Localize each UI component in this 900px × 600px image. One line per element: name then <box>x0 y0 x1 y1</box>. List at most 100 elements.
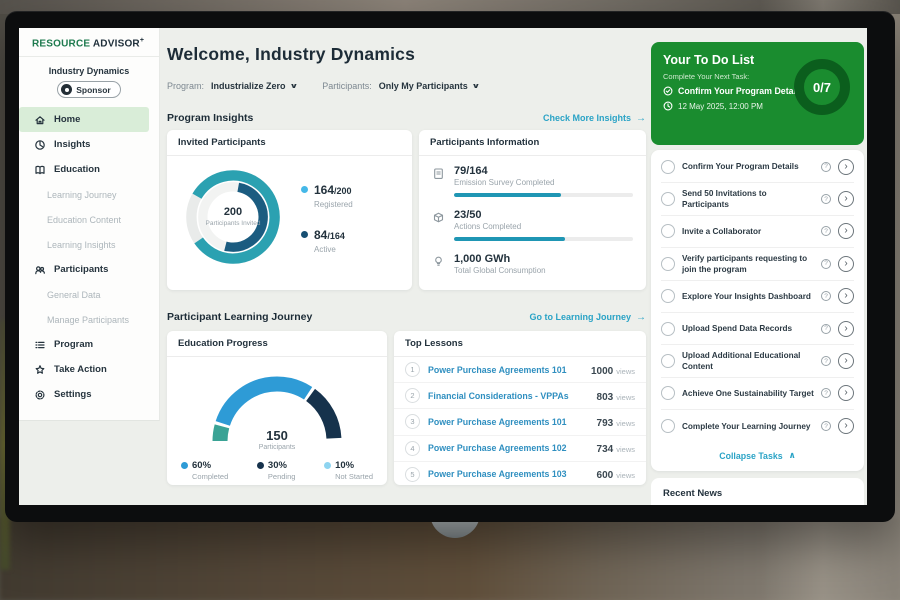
survey-clipboard-icon <box>432 167 445 180</box>
task-row[interactable]: Explore Your Insights Dashboard ? › <box>661 281 854 313</box>
task-row[interactable]: Send 50 Invitations to Participants ? › <box>661 183 854 215</box>
invited-participants-card: Invited Participants 200 Participants In… <box>167 130 412 290</box>
chevron-right-icon[interactable]: › <box>838 256 854 272</box>
sidebar-item-settings[interactable]: Settings <box>19 382 159 407</box>
lesson-row: 4 Power Purchase Agreements 102 734views <box>394 436 646 462</box>
sidebar-item-education-content[interactable]: Education Content <box>19 207 159 232</box>
todo-task-list: Confirm Your Program Details ? › Send 50… <box>651 150 864 471</box>
info-icon[interactable]: ? <box>821 421 831 431</box>
sidebar-item-label: Participants <box>54 264 108 275</box>
sidebar-item-label: Manage Participants <box>47 315 129 325</box>
legend-bullet <box>301 186 308 193</box>
task-row[interactable]: Verify participants requesting to join t… <box>661 248 854 280</box>
sidebar-item-home[interactable]: Home <box>19 107 149 132</box>
legend-item-pending: 30% Pending <box>257 460 296 481</box>
info-icon[interactable]: ? <box>821 291 831 301</box>
sidebar-item-label: Home <box>54 114 80 125</box>
task-checkbox[interactable] <box>661 419 675 433</box>
app-logo: RESOURCE ADVISOR+ <box>19 28 159 57</box>
todo-summary-card: Your To Do List Complete Your Next Task:… <box>651 42 864 145</box>
lesson-link[interactable]: Power Purchase Agreements 101 <box>428 365 591 375</box>
collapse-tasks-link[interactable]: Collapse Tasks ∧ <box>661 443 854 469</box>
task-checkbox[interactable] <box>661 160 675 174</box>
info-icon[interactable]: ? <box>821 324 831 334</box>
check-more-insights-link[interactable]: Check More Insights → <box>543 113 646 124</box>
main-content: Welcome, Industry Dynamics Program: Indu… <box>167 28 646 505</box>
program-list-icon <box>34 339 46 351</box>
lesson-link[interactable]: Power Purchase Agreements 103 <box>428 469 597 479</box>
filters-row: Program: Industrialize Zero ∨ Participan… <box>167 81 504 91</box>
sidebar-item-label: Insights <box>54 139 90 150</box>
chevron-right-icon[interactable]: › <box>838 159 854 175</box>
task-checkbox[interactable] <box>661 386 675 400</box>
task-row[interactable]: Complete Your Learning Journey ? › <box>661 410 854 442</box>
sidebar-item-label: Education <box>54 164 100 175</box>
rank-badge: 3 <box>405 414 420 429</box>
todo-progress-ring: 0/7 <box>790 55 854 119</box>
sidebar-item-general-data[interactable]: General Data <box>19 282 159 307</box>
home-icon <box>34 114 46 126</box>
task-checkbox[interactable] <box>661 354 675 368</box>
sidebar-item-label: Education Content <box>47 215 121 225</box>
arrow-right-icon: → <box>636 312 646 323</box>
program-select[interactable]: Industrialize Zero ∨ <box>211 81 296 91</box>
sidebar-item-program[interactable]: Program <box>19 332 159 357</box>
card-title: Top Lessons <box>394 331 646 357</box>
survey-progress-bar <box>454 193 633 197</box>
task-checkbox[interactable] <box>661 192 675 206</box>
sidebar-item-learning-journey[interactable]: Learning Journey <box>19 182 159 207</box>
task-row[interactable]: Achieve One Sustainability Target ? › <box>661 378 854 410</box>
lesson-link[interactable]: Power Purchase Agreements 101 <box>428 417 597 427</box>
rank-badge: 4 <box>405 441 420 456</box>
chevron-right-icon[interactable]: › <box>838 321 854 337</box>
org-name: Industry Dynamics <box>19 66 159 76</box>
task-checkbox[interactable] <box>661 224 675 238</box>
clock-icon <box>663 101 673 111</box>
chevron-right-icon[interactable]: › <box>838 353 854 369</box>
settings-gear-icon <box>34 389 46 401</box>
info-icon[interactable]: ? <box>821 388 831 398</box>
participants-select-value: Only My Participants <box>379 81 468 91</box>
sidebar: RESOURCE ADVISOR+ Industry Dynamics Spon… <box>19 28 160 421</box>
participants-select[interactable]: Only My Participants ∨ <box>379 81 479 91</box>
task-checkbox[interactable] <box>661 289 675 303</box>
chevron-right-icon[interactable]: › <box>838 418 854 434</box>
info-icon[interactable]: ? <box>821 162 831 172</box>
chevron-right-icon[interactable]: › <box>838 288 854 304</box>
task-checkbox[interactable] <box>661 257 675 271</box>
task-checkbox[interactable] <box>661 322 675 336</box>
sidebar-item-learning-insights[interactable]: Learning Insights <box>19 232 159 257</box>
logo-plus: + <box>140 37 144 44</box>
gauge-center-label: Participants <box>202 444 352 451</box>
participants-information-card: Participants Information 79/164 Emission… <box>419 130 646 290</box>
info-icon[interactable]: ? <box>821 226 831 236</box>
legend-bullet <box>301 231 308 238</box>
sidebar-item-education[interactable]: Education <box>19 157 159 182</box>
chevron-right-icon[interactable]: › <box>838 191 854 207</box>
lesson-link[interactable]: Power Purchase Agreements 102 <box>428 443 597 453</box>
chevron-right-icon[interactable]: › <box>838 385 854 401</box>
sidebar-item-insights[interactable]: Insights <box>19 132 159 157</box>
sidebar-item-take-action[interactable]: Take Action <box>19 357 159 382</box>
sponsor-badge[interactable]: Sponsor <box>57 81 120 98</box>
lesson-link[interactable]: Financial Considerations - VPPAs <box>428 391 597 401</box>
actions-box-icon <box>432 211 445 224</box>
task-row[interactable]: Upload Additional Educational Content ? … <box>661 345 854 377</box>
rank-badge: 5 <box>405 467 420 482</box>
sidebar-item-label: Learning Insights <box>47 240 116 250</box>
info-icon[interactable]: ? <box>821 194 831 204</box>
education-progress-card: Education Progress 150 Participants 60% … <box>167 331 387 485</box>
task-row[interactable]: Confirm Your Program Details ? › <box>661 151 854 183</box>
info-icon[interactable]: ? <box>821 356 831 366</box>
sidebar-item-manage-participants[interactable]: Manage Participants <box>19 307 159 332</box>
task-row[interactable]: Invite a Collaborator ? › <box>661 216 854 248</box>
sidebar-item-participants[interactable]: Participants <box>19 257 159 282</box>
sidebar-item-label: Take Action <box>54 364 107 375</box>
task-row[interactable]: Upload Spend Data Records ? › <box>661 313 854 345</box>
page-title: Welcome, Industry Dynamics <box>167 44 415 65</box>
todo-progress-count: 0/7 <box>790 55 854 119</box>
chevron-right-icon[interactable]: › <box>838 223 854 239</box>
info-icon[interactable]: ? <box>821 259 831 269</box>
learning-journey-header: Participant Learning Journey Go to Learn… <box>167 311 646 323</box>
go-to-learning-journey-link[interactable]: Go to Learning Journey → <box>529 312 646 323</box>
